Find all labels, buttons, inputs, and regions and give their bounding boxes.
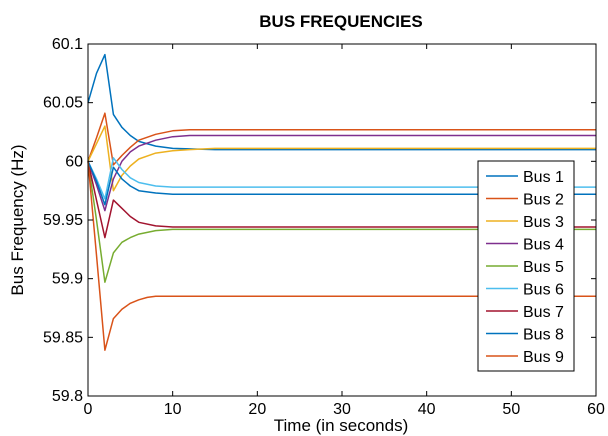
series-line-bus-7 [87,161,596,239]
legend-label-bus-6: Bus 6 [523,282,564,299]
y-tick-label: 59.9 [52,271,83,288]
x-tick-label: 20 [248,401,266,418]
y-tick-label: 59.85 [43,329,83,346]
legend-label-bus-2: Bus 2 [523,192,564,209]
legend-label-bus-7: Bus 7 [523,304,564,321]
series-line-bus-5 [87,161,596,283]
x-axis-ticks: 0 10 20 30 40 50 60 [84,44,605,418]
y-tick-label: 59.8 [52,388,83,405]
x-tick-label: 0 [84,401,93,418]
legend-label-bus-3: Bus 3 [523,214,564,231]
y-axis-title: Bus Frequency (Hz) [8,144,27,295]
legend-label-bus-9: Bus 9 [523,349,564,366]
series-line-bus-8 [87,161,596,206]
y-tick-label: 60.1 [52,36,83,53]
legend-label-bus-4: Bus 4 [523,237,564,254]
x-tick-label: 50 [502,401,520,418]
x-tick-label: 30 [333,401,351,418]
chart-title: BUS FREQUENCIES [259,12,422,31]
legend-label-bus-1: Bus 1 [523,169,564,186]
legend-label-bus-5: Bus 5 [523,259,564,276]
series-line-bus-4 [87,134,596,212]
series-line-bus-1 [87,53,596,151]
series-line-bus-3 [87,125,596,192]
y-axis-ticks: 59.8 59.85 59.9 59.95 60 60.05 60.1 [43,36,596,405]
legend: Bus 1 Bus 2 Bus 3 Bus 4 Bus 5 Bus 6 Bus 7 Bus 8… [477,160,575,372]
y-tick-label: 59.95 [43,212,83,229]
y-tick-label: 60 [65,153,83,170]
plot-lines [87,53,596,351]
series-line-bus-9 [87,161,596,351]
x-tick-label: 40 [418,401,436,418]
legend-items: Bus 1 Bus 2 Bus 3 Bus 4 Bus 5 Bus 6 Bus 7 Bus 8… [486,169,564,366]
x-tick-label: 10 [164,401,182,418]
y-tick-label: 60.05 [43,95,83,112]
x-tick-label: 60 [587,401,605,418]
legend-label-bus-8: Bus 8 [523,327,564,344]
series-line-bus-2 [87,112,596,166]
series-line-bus-6 [87,157,596,200]
x-axis-title: Time (in seconds) [274,416,408,435]
